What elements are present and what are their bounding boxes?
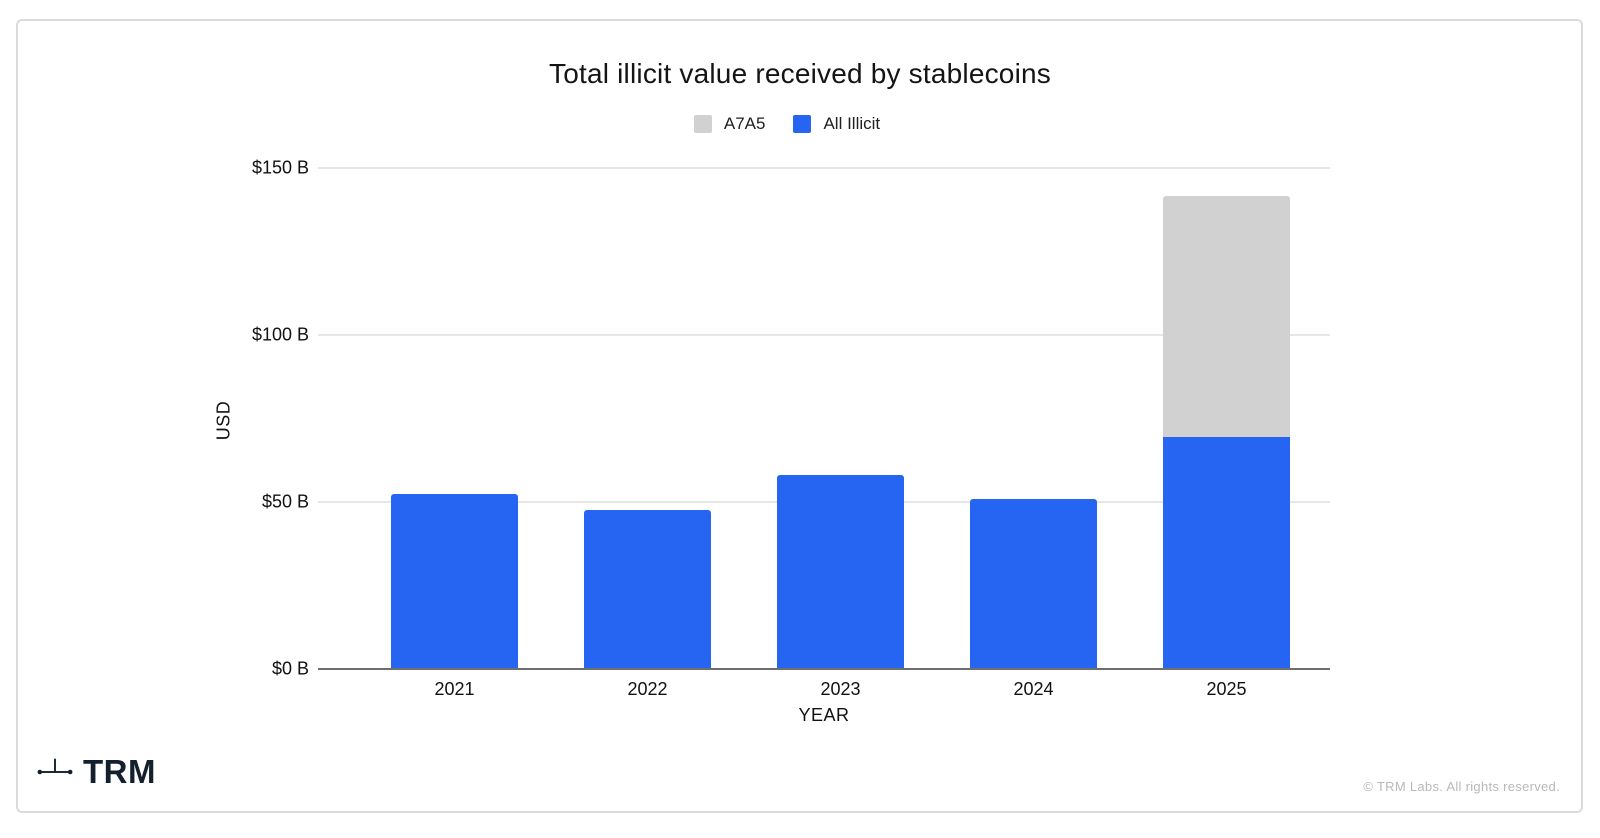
legend-label: All Illicit	[823, 114, 881, 133]
y-tick-label: $50 B	[261, 491, 309, 512]
legend-label: A7A5	[723, 114, 766, 133]
y-tick-label: $0 B	[271, 658, 309, 679]
y-tick-label: $100 B	[251, 324, 309, 345]
y-axis-title: USD	[213, 400, 234, 441]
trm-logo: TRM	[36, 753, 156, 791]
trm-logo-text: TRM	[83, 753, 156, 790]
chart-title: Total illicit value received by stableco…	[549, 58, 1051, 89]
x-tick-label: 2022	[627, 679, 668, 699]
x-tick-label: 2024	[1013, 679, 1054, 699]
bar-2022-all-illicit[interactable]	[584, 510, 711, 669]
bar-stack-2024	[970, 498, 1097, 669]
chart-legend: A7A5 All Illicit	[0, 114, 1587, 134]
bar-2021-all-illicit[interactable]	[391, 493, 518, 669]
x-axis-title: YEAR	[798, 705, 850, 725]
bar-2024-all-illicit[interactable]	[970, 498, 1097, 669]
legend-swatch-icon	[793, 115, 812, 133]
copyright-text: © TRM Labs. All rights reserved.	[1363, 779, 1560, 794]
bar-stack-2022	[584, 510, 711, 669]
trm-network-asterisk-icon	[37, 758, 73, 775]
x-tick-label: 2021	[434, 679, 475, 699]
x-tick-label: 2023	[820, 679, 861, 699]
legend-item-a7a5: A7A5	[693, 114, 766, 134]
bar-2023-all-illicit[interactable]	[777, 475, 904, 669]
bar-2025-a7a5[interactable]	[1163, 196, 1290, 437]
x-axis-baseline	[318, 668, 1330, 670]
plot-area: $0 B $50 B $100 B $150 B 2021 2022 2023 2024 202…	[252, 158, 1330, 699]
legend-swatch-icon	[693, 115, 712, 133]
bar-stack-2023	[777, 475, 904, 669]
x-tick-label: 2025	[1206, 679, 1247, 699]
bar-2025-all-illicit[interactable]	[1163, 436, 1290, 669]
gridline	[318, 167, 1330, 169]
gridline	[318, 334, 1330, 336]
legend-item-all-illicit: All Illicit	[793, 114, 880, 134]
bar-stack-2021	[391, 493, 518, 669]
chart-card	[16, 19, 1583, 813]
bar-stack-2025	[1163, 196, 1290, 669]
y-tick-label: $150 B	[251, 157, 309, 178]
